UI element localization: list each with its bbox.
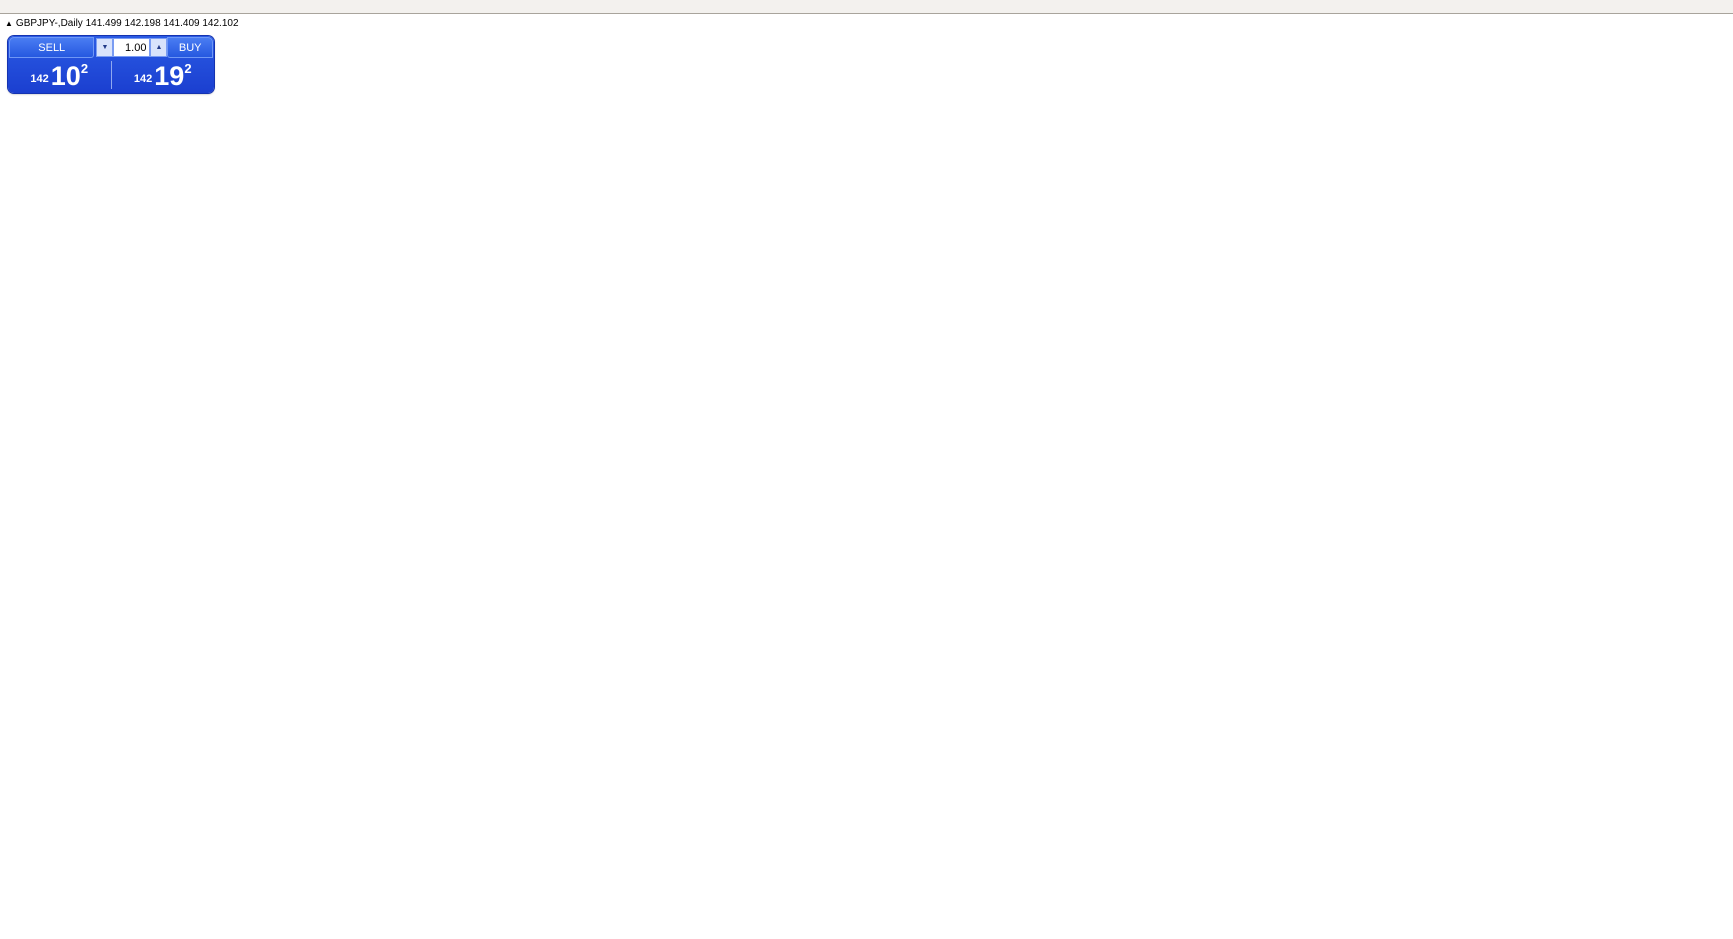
buy-button[interactable]: BUY [167, 37, 213, 58]
volume-increase-button[interactable]: ▲ [150, 38, 168, 57]
sell-price-big: 10 [50, 61, 81, 91]
caret-up-icon: ▲ [155, 44, 163, 51]
buy-price-sup: 2 [184, 61, 192, 76]
main-toolbar [0, 0, 1733, 14]
sell-price-sup: 2 [80, 61, 89, 76]
buy-price-prefix: 142 [133, 73, 153, 85]
collapse-arrow-icon[interactable]: ▲ [5, 19, 13, 28]
volume-stepper: ▼ ▲ [96, 38, 168, 57]
sell-button[interactable]: SELL [9, 37, 95, 58]
buy-price-big: 19 [154, 61, 185, 91]
price-divider [110, 61, 112, 89]
volume-input[interactable] [113, 38, 151, 57]
sell-price[interactable]: 142 10 2 [8, 59, 111, 91]
quote-panel-controls: SELL ▼ ▲ BUY [8, 36, 214, 59]
symbol-ohlc-header: ▲ GBPJPY-,Daily 141.499 142.198 141.409 1… [5, 18, 239, 29]
volume-decrease-button[interactable]: ▼ [96, 38, 114, 57]
sell-price-prefix: 142 [30, 73, 49, 85]
quote-panel-prices: 142 10 2 142 19 2 [8, 59, 214, 91]
caret-down-icon: ▼ [101, 44, 109, 51]
symbol-ohlc-text: GBPJPY-,Daily 141.499 142.198 141.409 14… [15, 18, 239, 29]
buy-price[interactable]: 142 19 2 [112, 59, 215, 91]
